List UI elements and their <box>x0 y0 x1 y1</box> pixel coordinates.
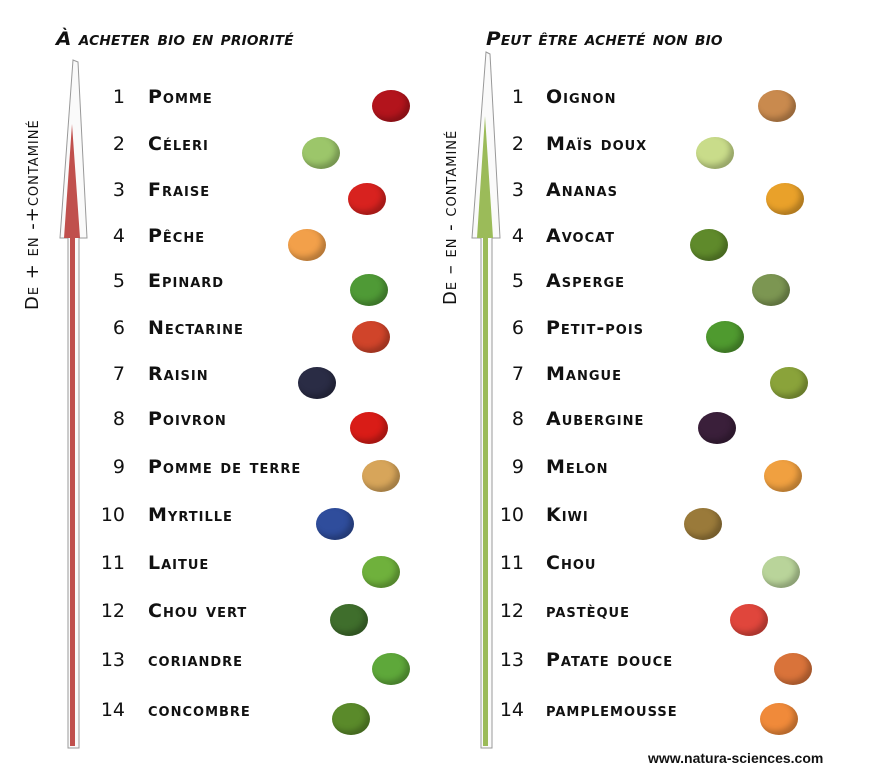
watermelon-image <box>730 604 768 636</box>
rank-number: 10 <box>499 504 524 526</box>
rank-number: 9 <box>112 456 125 478</box>
coriander-image <box>372 653 410 685</box>
rank-number: 6 <box>511 317 524 339</box>
item-name: Chou <box>546 552 597 574</box>
rank-number: 2 <box>511 133 524 155</box>
rank-number: 5 <box>112 270 125 292</box>
asparagus-image <box>752 274 790 306</box>
rank-number: 4 <box>112 225 125 247</box>
item-name: Kiwi <box>546 504 589 526</box>
item-name: Pomme <box>148 86 213 108</box>
right-title: Peut être acheté non bio <box>486 28 723 50</box>
rank-number: 7 <box>511 363 524 385</box>
left-axis-label: De + en -+contaminé <box>22 119 43 310</box>
peach-image <box>288 229 326 261</box>
bell-pepper-image <box>350 412 388 444</box>
rank-number: 6 <box>112 317 125 339</box>
item-name: Céleri <box>148 133 209 155</box>
rank-number: 12 <box>100 600 125 622</box>
item-name: Epinard <box>148 270 225 292</box>
right-arrow <box>471 51 501 749</box>
avocado-image <box>690 229 728 261</box>
item-name: Asperge <box>546 270 626 292</box>
mango-image <box>770 367 808 399</box>
rank-number: 4 <box>511 225 524 247</box>
kiwi-image <box>684 508 722 540</box>
rank-number: 7 <box>112 363 125 385</box>
left-arrow <box>59 59 88 749</box>
rank-number: 12 <box>499 600 524 622</box>
rank-number: 11 <box>499 552 524 574</box>
website-credit: www.natura-sciences.com <box>648 750 824 766</box>
item-name: Fraise <box>148 179 211 201</box>
onion-image <box>758 90 796 122</box>
eggplant-image <box>698 412 736 444</box>
item-name: Oignon <box>546 86 617 108</box>
item-name: Maïs doux <box>546 133 648 155</box>
item-name: Melon <box>546 456 609 478</box>
cucumber-image <box>332 703 370 735</box>
item-name: Mangue <box>546 363 622 385</box>
rank-number: 13 <box>100 649 125 671</box>
kale-image <box>330 604 368 636</box>
rank-number: 1 <box>112 86 125 108</box>
item-name: pastèque <box>546 600 630 622</box>
left-title: À acheter bio en priorité <box>56 28 294 50</box>
cabbage-image <box>762 556 800 588</box>
spinach-image <box>350 274 388 306</box>
item-name: Myrtille <box>148 504 233 526</box>
grapes-image <box>298 367 336 399</box>
peas-image <box>706 321 744 353</box>
item-name: coriandre <box>148 649 244 671</box>
rank-number: 3 <box>112 179 125 201</box>
nectarine-image <box>352 321 390 353</box>
sweet-potato-image <box>774 653 812 685</box>
item-name: Chou vert <box>148 600 248 622</box>
melon-image <box>764 460 802 492</box>
lettuce-image <box>362 556 400 588</box>
item-name: Laitue <box>148 552 210 574</box>
rank-number: 1 <box>511 86 524 108</box>
item-name: Petit-pois <box>546 317 645 339</box>
rank-number: 10 <box>100 504 125 526</box>
item-name: Ananas <box>546 179 618 201</box>
rank-number: 8 <box>511 408 524 430</box>
rank-number: 14 <box>499 699 524 721</box>
pineapple-image <box>766 183 804 215</box>
grapefruit-image <box>760 703 798 735</box>
rank-number: 14 <box>100 699 125 721</box>
rank-number: 11 <box>100 552 125 574</box>
rank-number: 13 <box>499 649 524 671</box>
item-name: Avocat <box>546 225 616 247</box>
rank-number: 9 <box>511 456 524 478</box>
item-name: Patate douce <box>546 649 674 671</box>
item-name: concombre <box>148 699 251 721</box>
rank-number: 2 <box>112 133 125 155</box>
celery-image <box>302 137 340 169</box>
item-name: Pomme de terre <box>148 456 302 478</box>
rank-number: 3 <box>511 179 524 201</box>
item-name: Nectarine <box>148 317 244 339</box>
item-name: Aubergine <box>546 408 645 430</box>
strawberry-image <box>348 183 386 215</box>
rank-number: 5 <box>511 270 524 292</box>
item-name: Poivron <box>148 408 227 430</box>
item-name: Raisin <box>148 363 209 385</box>
item-name: Pêche <box>148 225 206 247</box>
sweet-corn-image <box>696 137 734 169</box>
right-axis-label: De – en - contaminé <box>440 129 461 305</box>
item-name: pamplemousse <box>546 699 678 721</box>
rank-number: 8 <box>112 408 125 430</box>
potato-image <box>362 460 400 492</box>
blueberry-image <box>316 508 354 540</box>
apple-image <box>372 90 410 122</box>
